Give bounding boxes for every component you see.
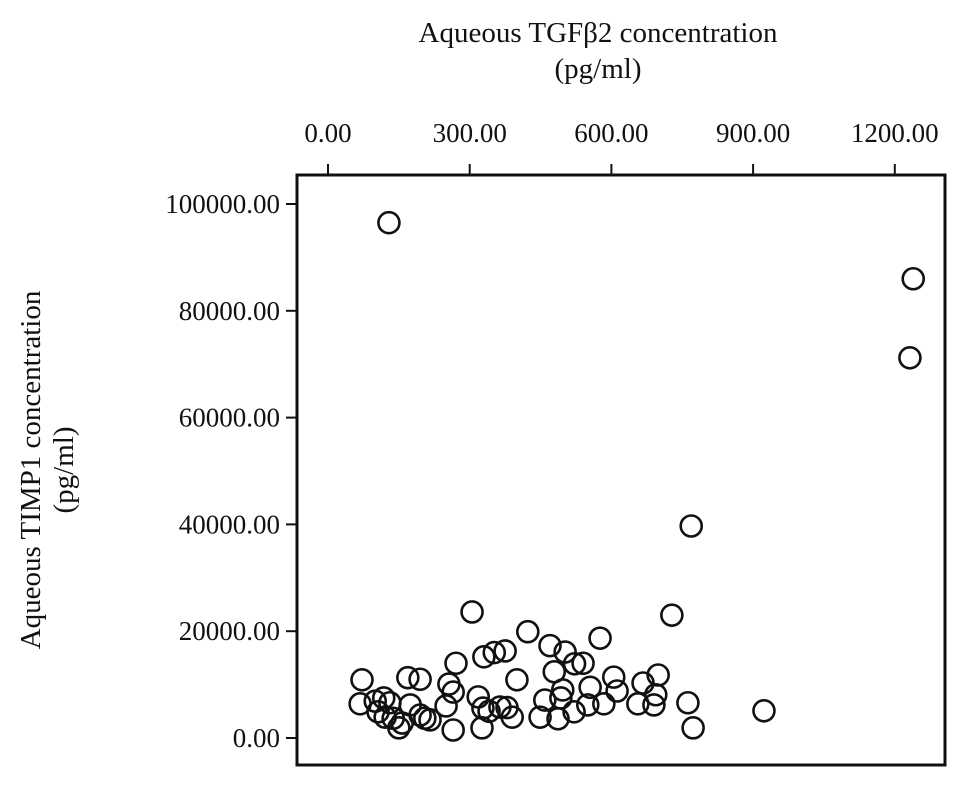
data-point — [366, 700, 390, 724]
data-point — [752, 698, 776, 723]
data-point — [444, 651, 468, 676]
data-point — [515, 619, 540, 644]
data-point — [679, 514, 704, 538]
data-point — [493, 639, 517, 663]
data-point — [660, 603, 684, 627]
data-point — [377, 210, 401, 235]
y-tick-label: 100000.00 — [165, 189, 280, 219]
x-tick-label: 900.00 — [716, 118, 790, 148]
data-point — [538, 633, 562, 658]
data-point — [676, 690, 700, 715]
y-axis-title-line1: Aqueous TIMP1 concentration — [15, 290, 47, 649]
y-axis-title-line2: (pg/ml) — [48, 427, 80, 514]
data-point — [408, 667, 432, 692]
data-point — [901, 266, 926, 291]
data-point — [601, 665, 626, 689]
data-point — [642, 693, 666, 717]
data-point — [626, 692, 650, 716]
data-point — [500, 705, 525, 729]
y-tick-label: 0.00 — [233, 723, 280, 753]
x-axis-title-line2: (pg/ml) — [555, 53, 642, 85]
data-point — [396, 665, 420, 690]
y-tick-label: 20000.00 — [179, 616, 280, 646]
y-tick-label: 60000.00 — [179, 403, 280, 433]
y-tick-label: 40000.00 — [179, 509, 280, 539]
data-points — [348, 210, 926, 742]
x-tick-label: 1200.00 — [851, 118, 939, 148]
data-point — [562, 651, 587, 676]
data-point — [588, 626, 612, 650]
data-point — [546, 706, 570, 731]
data-point — [592, 692, 616, 716]
data-point — [562, 700, 586, 724]
data-point — [575, 693, 600, 717]
data-point — [371, 686, 396, 710]
x-tick-label: 0.00 — [304, 118, 351, 148]
x-tick-label: 600.00 — [574, 118, 648, 148]
data-point — [460, 600, 484, 624]
data-point — [482, 640, 507, 665]
x-tick-label: 300.00 — [433, 118, 507, 148]
data-point — [605, 679, 629, 703]
y-axis: 0.00 20000.00 40000.00 60000.00 80000.00 1000… — [165, 189, 297, 753]
data-point — [434, 694, 458, 718]
data-point — [505, 667, 529, 692]
x-axis-title-line1: Aqueous TGFβ2 concentration — [419, 17, 778, 49]
data-point — [441, 718, 465, 742]
data-point — [441, 680, 465, 704]
data-point — [533, 688, 557, 712]
data-point — [898, 345, 922, 370]
data-point — [571, 651, 595, 676]
data-point — [470, 716, 494, 740]
data-point — [578, 675, 602, 700]
data-point — [418, 708, 442, 732]
data-point — [528, 705, 552, 729]
data-point — [681, 716, 705, 740]
y-tick-label: 80000.00 — [179, 296, 280, 326]
data-point — [387, 716, 411, 740]
data-point — [350, 667, 374, 692]
plot-frame — [295, 173, 947, 767]
data-point — [472, 645, 496, 669]
x-axis: 0.00 300.00 600.00 900.00 1200.00 — [304, 118, 939, 175]
